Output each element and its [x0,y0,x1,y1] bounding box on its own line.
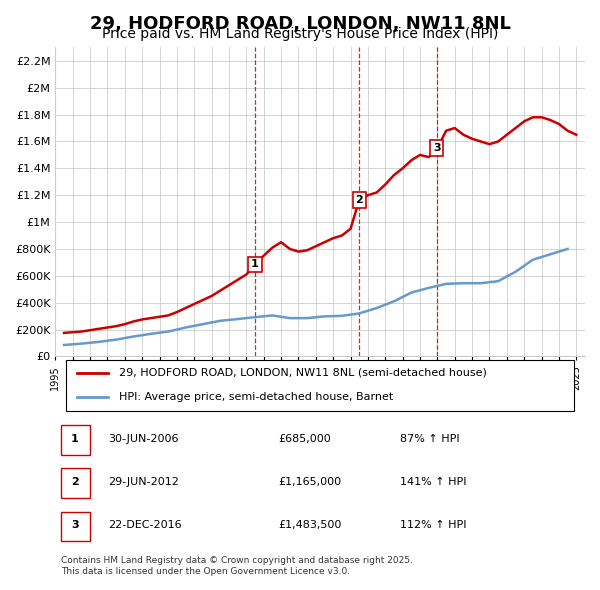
Text: 30-JUN-2006: 30-JUN-2006 [109,434,179,444]
Text: 3: 3 [71,520,79,530]
Text: £1,165,000: £1,165,000 [278,477,341,487]
FancyBboxPatch shape [61,512,90,542]
Text: 1: 1 [71,434,79,444]
Text: 2: 2 [355,195,363,205]
FancyBboxPatch shape [61,425,90,455]
Text: 29, HODFORD ROAD, LONDON, NW11 8NL: 29, HODFORD ROAD, LONDON, NW11 8NL [89,15,511,33]
FancyBboxPatch shape [61,468,90,498]
Text: Price paid vs. HM Land Registry's House Price Index (HPI): Price paid vs. HM Land Registry's House … [102,27,498,41]
Text: 1: 1 [251,260,259,270]
Text: 29, HODFORD ROAD, LONDON, NW11 8NL (semi-detached house): 29, HODFORD ROAD, LONDON, NW11 8NL (semi… [119,368,487,378]
Text: 22-DEC-2016: 22-DEC-2016 [109,520,182,530]
Text: £1,483,500: £1,483,500 [278,520,341,530]
Text: £685,000: £685,000 [278,434,331,444]
FancyBboxPatch shape [66,360,574,411]
Text: 29-JUN-2012: 29-JUN-2012 [109,477,179,487]
Text: 87% ↑ HPI: 87% ↑ HPI [400,434,459,444]
Text: HPI: Average price, semi-detached house, Barnet: HPI: Average price, semi-detached house,… [119,392,393,402]
Text: 112% ↑ HPI: 112% ↑ HPI [400,520,466,530]
Text: 2: 2 [71,477,79,487]
Text: 141% ↑ HPI: 141% ↑ HPI [400,477,466,487]
Text: Contains HM Land Registry data © Crown copyright and database right 2025.
This d: Contains HM Land Registry data © Crown c… [61,556,413,576]
Text: 3: 3 [433,143,440,153]
